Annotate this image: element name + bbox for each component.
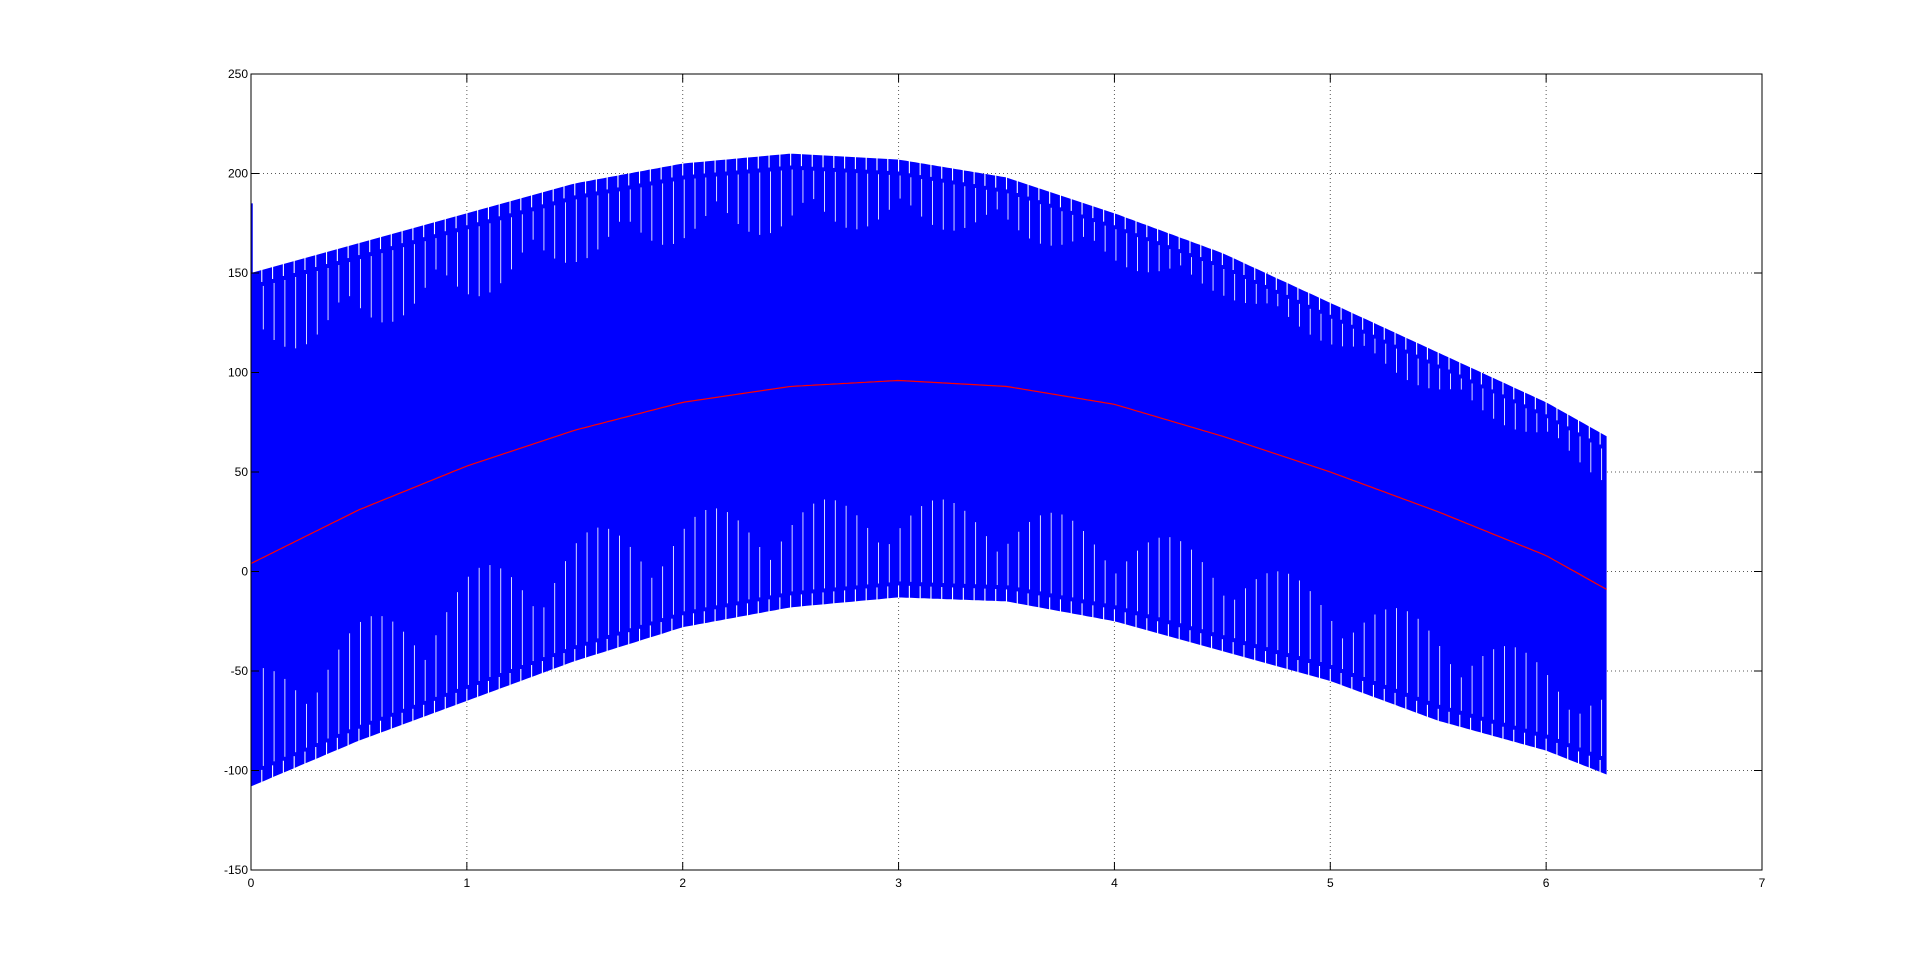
y-tick-label: 0 xyxy=(241,565,248,579)
x-tick-label: 5 xyxy=(1327,876,1334,890)
plot-area xyxy=(250,152,1607,787)
y-tick-label: 200 xyxy=(228,167,248,181)
y-tick-label: 100 xyxy=(228,366,248,380)
y-tick-label: -150 xyxy=(224,863,248,877)
x-tick-label: 0 xyxy=(248,876,255,890)
red-series-line xyxy=(250,379,1607,590)
x-tick-label: 4 xyxy=(1111,876,1118,890)
y-tick-label: -50 xyxy=(231,664,249,678)
x-axis: 0 1 2 3 4 5 6 7 xyxy=(248,74,1766,890)
x-tick-label: 6 xyxy=(1543,876,1550,890)
blue-signal-envelope xyxy=(251,153,1607,787)
y-tick-label: -100 xyxy=(224,764,248,778)
x-tick-label: 7 xyxy=(1759,876,1766,890)
y-tick-label: 150 xyxy=(228,266,248,280)
y-tick-label: 50 xyxy=(235,465,249,479)
y-axis: -150 -100 -50 0 50 100 150 200 250 xyxy=(224,67,1762,877)
x-tick-label: 1 xyxy=(464,876,471,890)
x-tick-label: 2 xyxy=(679,876,686,890)
y-tick-label: 250 xyxy=(228,67,248,81)
x-tick-label: 3 xyxy=(895,876,902,890)
